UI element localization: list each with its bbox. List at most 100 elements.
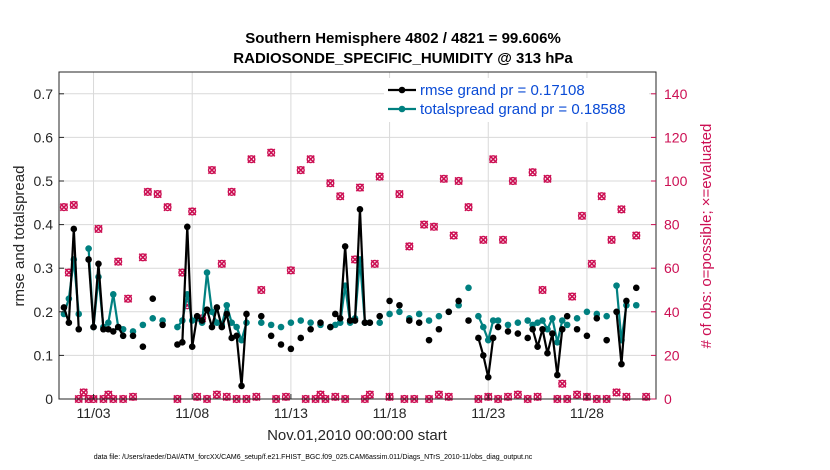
obs-evaluated-point [207,165,217,175]
rmse-point [159,321,166,329]
obs-possible-point [642,392,651,401]
rmse-point [386,297,393,305]
totalspread-point [386,310,393,318]
obs-evaluated-point [163,202,172,212]
totalspread-point [583,308,591,316]
obs-evaluated-point [296,165,305,175]
obs-possible-point [227,187,236,197]
x-tick-label: 11/23 [471,405,505,421]
totalspread-point [307,319,314,327]
chart-title-line1: Southern Hemisphere 4802 / 4821 = 99.606… [245,30,561,47]
obs-possible-point [286,266,295,275]
rmse-point [356,206,364,213]
obs-evaluated-point [212,390,222,399]
rmse-point [129,332,137,340]
obs-evaluated-point [434,390,444,399]
y-left-tick-label: 0.7 [34,86,54,102]
rmse-point [228,334,235,342]
rmse-point [109,328,117,335]
totalspread-point [603,312,610,320]
obs-evaluated-point [94,224,103,234]
rmse-point [198,317,206,324]
obs-possible-point [331,392,340,401]
rmse-point [539,325,546,333]
obs-possible-point [484,392,493,401]
obs-possible-point [454,176,463,186]
totalspread-point [573,315,581,322]
rmse-point [218,323,226,331]
y-right-tick-label: 20 [664,347,680,363]
totalspread-point [139,321,147,329]
rmse-segment [615,311,623,365]
rmse-point [179,339,186,346]
obs-evaluated-point [59,202,69,212]
obs-evaluated-point [439,174,449,183]
obs-possible-point [336,192,345,201]
y-axis-right: 0 20 40 60 80 100 120 140 [651,86,688,407]
totalspread-point [174,323,181,331]
obs-possible-point [405,242,414,251]
rmse-point [188,343,196,350]
rmse-point [100,325,107,333]
x-axis-label: Nov.01,2010 00:00:00 start [267,427,448,444]
obs-evaluated-point [266,148,276,157]
obs-possible-point [355,183,365,192]
totalspread-point [331,321,339,329]
rmse-point [475,334,482,342]
y-right-tick-label: 0 [664,391,672,407]
rmse-point [623,297,630,305]
obs-evaluated-point [449,231,458,240]
rmse-point [65,319,73,327]
legend-rmse-marker [398,86,406,94]
rmse-point [361,319,369,327]
obs-possible-point [622,392,631,401]
rmse-point [327,323,334,331]
rmse-point [632,284,640,292]
legend-box [384,78,649,122]
rmse-point [618,360,625,368]
obs-evaluated-point [306,155,315,164]
rmse-segment [225,313,233,339]
obs-evaluated-point [217,259,226,269]
obs-possible-point [69,200,78,210]
obs-evaluated-point [355,183,365,192]
obs-possible-point [212,390,221,399]
totalspread-point [465,284,472,292]
obs-evaluated-point [479,235,488,245]
obs-possible-point [612,388,621,397]
obs-possible-point [434,390,444,399]
rmse-segment [235,335,243,387]
obs-possible-point [326,179,335,188]
obs-evaluated-point [543,174,552,183]
plot-frame [58,71,657,400]
rmse-point [213,304,221,311]
totalspread-point [544,325,551,333]
rmse-point [70,225,78,233]
totalspread-point [109,291,117,298]
obs-possible-point [370,259,379,268]
totalspread-point [287,319,295,327]
rmse-segment [72,228,80,330]
obs-evaluated-point [489,155,498,164]
rmse-point [346,317,354,324]
totalspread-point [203,269,211,276]
obs-possible-point [207,166,217,175]
rmse-point [376,312,384,320]
rmse-point [95,260,102,268]
rmse-point [549,330,556,337]
x-tick-label: 11/08 [175,405,209,421]
totalspread-point [549,315,556,322]
rmse-point [554,371,561,379]
obs-evaluated-point [587,259,597,269]
obs-possible-point [267,148,276,157]
totalspread-point [489,317,497,324]
totalspread-segment [205,272,214,312]
obs-possible-point [582,392,592,401]
rmse-segment [67,228,75,323]
totalspread-segment [200,272,209,323]
obs-possible-point [568,292,577,301]
obs-evaluated-point [375,172,384,181]
rmse-point [494,323,502,331]
totalspread-point [558,317,566,324]
